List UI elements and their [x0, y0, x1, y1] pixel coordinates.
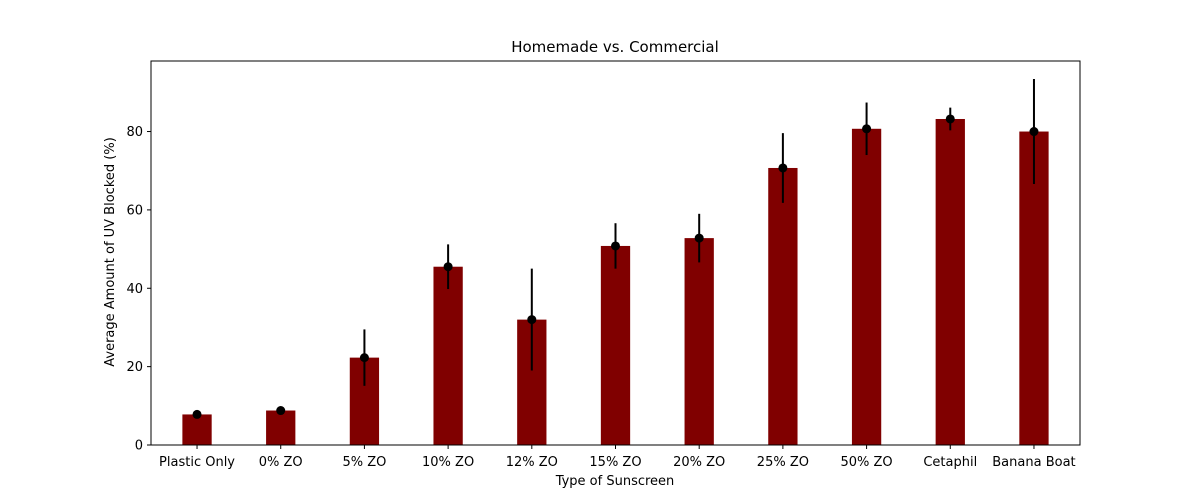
- bar: [851, 128, 882, 445]
- data-point: [611, 241, 620, 251]
- data-point: [359, 353, 369, 363]
- data-point: [443, 262, 453, 272]
- axes-frame: [150, 60, 1081, 446]
- x-tick-label: 20% ZO: [673, 455, 725, 470]
- data-point: [192, 409, 202, 419]
- bar: [182, 414, 212, 445]
- x-tick-label: Banana Boat: [992, 455, 1075, 470]
- x-tick-label: Cetaphil: [923, 455, 977, 470]
- x-tick-label: 10% ZO: [422, 455, 474, 470]
- x-tick-label: 0% ZO: [259, 455, 303, 470]
- data-point: [276, 406, 286, 416]
- x-tick-label: 25% ZO: [757, 455, 809, 470]
- y-tick-label: 0: [135, 439, 143, 454]
- data-point: [694, 233, 704, 243]
- bar: [684, 238, 714, 445]
- x-tick-label: 15% ZO: [589, 455, 641, 470]
- data-point: [1029, 127, 1039, 137]
- x-tick-label: 5% ZO: [342, 455, 386, 470]
- data-point: [527, 315, 537, 325]
- x-axis-title: Type of Sunscreen: [555, 474, 675, 489]
- data-point: [862, 124, 872, 134]
- data-point: [778, 163, 788, 173]
- bar: [935, 118, 965, 446]
- x-tick-label: 12% ZO: [506, 455, 558, 470]
- bar: [266, 410, 296, 445]
- plot-area: 0 20 40 60 80 Plastic Only 0% ZO 5% ZO 10% ZO 12%…: [126, 79, 1076, 470]
- bar: [768, 167, 798, 445]
- x-tick-label: Plastic Only: [159, 455, 235, 470]
- y-tick-label: 80: [126, 125, 143, 140]
- y-tick-label: 20: [126, 360, 143, 375]
- y-tick-label: 60: [126, 203, 143, 218]
- bar: [600, 245, 631, 445]
- y-tick-label: 40: [126, 282, 143, 297]
- chart-title: Homemade vs. Commercial: [511, 38, 719, 56]
- x-tick-label: 50% ZO: [840, 455, 892, 470]
- y-axis-title: Average Amount of UV Blocked (%): [103, 137, 118, 367]
- bar: [433, 266, 463, 445]
- data-point: [945, 114, 955, 124]
